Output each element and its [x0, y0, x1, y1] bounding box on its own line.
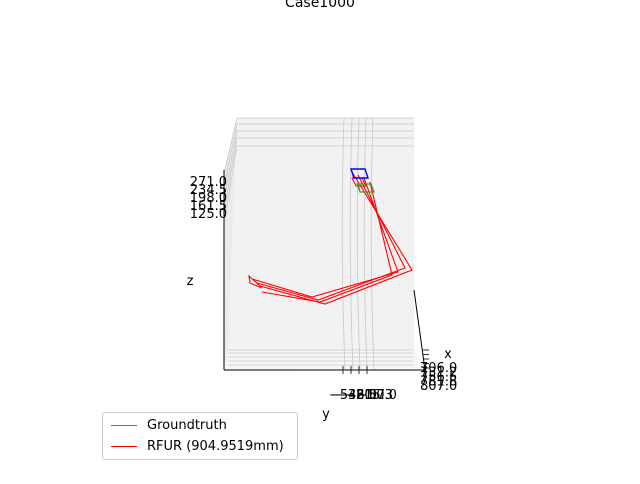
grid-line-vert-0 — [341, 117, 346, 371]
y-ticks: −546.0−380.7−215.3−50.0 — [329, 366, 397, 403]
x-tick-label: 731.2 — [420, 366, 457, 381]
legend-item-groundtruth: Groundtruth — [111, 417, 227, 433]
z-tick-label: 271.0 — [190, 175, 227, 190]
x-axis-label: x — [444, 347, 452, 362]
x-axis-line — [413, 289, 426, 371]
y-tick-label: −50.0 — [357, 388, 397, 403]
grid-line-vert-2 — [356, 117, 361, 371]
series-layer — [248, 168, 413, 305]
y-tick-label: −215.3 — [345, 388, 393, 403]
z-tick-label: 198.0 — [190, 191, 227, 206]
z-axis-label: z — [187, 274, 194, 289]
rfur-trajectory-1 — [256, 174, 406, 301]
grid-line-vert-3 — [363, 117, 368, 371]
y-tick-label: −546.0 — [329, 388, 377, 403]
legend-item-rfur: RFUR (904.9519mm) — [111, 438, 284, 454]
z-tick-label: 161.5 — [190, 199, 227, 214]
rfur-trajectory-3 — [261, 181, 393, 303]
legend-swatch-rfur — [111, 445, 137, 447]
z-tick-label: 125.0 — [190, 207, 227, 222]
x-tick-label: 807.0 — [420, 379, 457, 394]
gridlines — [224, 117, 414, 371]
x-tick-label: 756.5 — [420, 370, 457, 385]
grid-line-left-4 — [224, 145, 238, 219]
grid-line-left-3 — [224, 137, 238, 207]
legend-label-groundtruth: Groundtruth — [147, 417, 227, 433]
grid-line-left-1 — [224, 123, 238, 183]
x-tick-label: 706.0 — [420, 361, 457, 376]
rfur-trajectory-0 — [248, 171, 413, 305]
legend: Groundtruth RFUR (904.9519mm) — [102, 412, 298, 460]
back-pane — [228, 118, 414, 350]
y-axis-label: y — [322, 407, 330, 422]
z-tick-label: 234.5 — [190, 183, 227, 198]
legend-label-rfur: RFUR (904.9519mm) — [147, 438, 284, 454]
legend-swatch-groundtruth — [111, 424, 137, 426]
groundtruth-edge — [357, 183, 361, 193]
y-tick-label: −380.7 — [337, 388, 385, 403]
grid-line-left-0 — [224, 117, 238, 171]
chart-title: Case1000 — [285, 0, 355, 11]
rfur-trajectory-2 — [251, 177, 399, 298]
blue-box — [350, 168, 369, 179]
grid-line-vert-1 — [349, 117, 354, 371]
grid-line-left-2 — [224, 130, 238, 195]
grid-line-vert-4 — [370, 117, 375, 371]
x-tick-label: 781.8 — [420, 375, 457, 390]
